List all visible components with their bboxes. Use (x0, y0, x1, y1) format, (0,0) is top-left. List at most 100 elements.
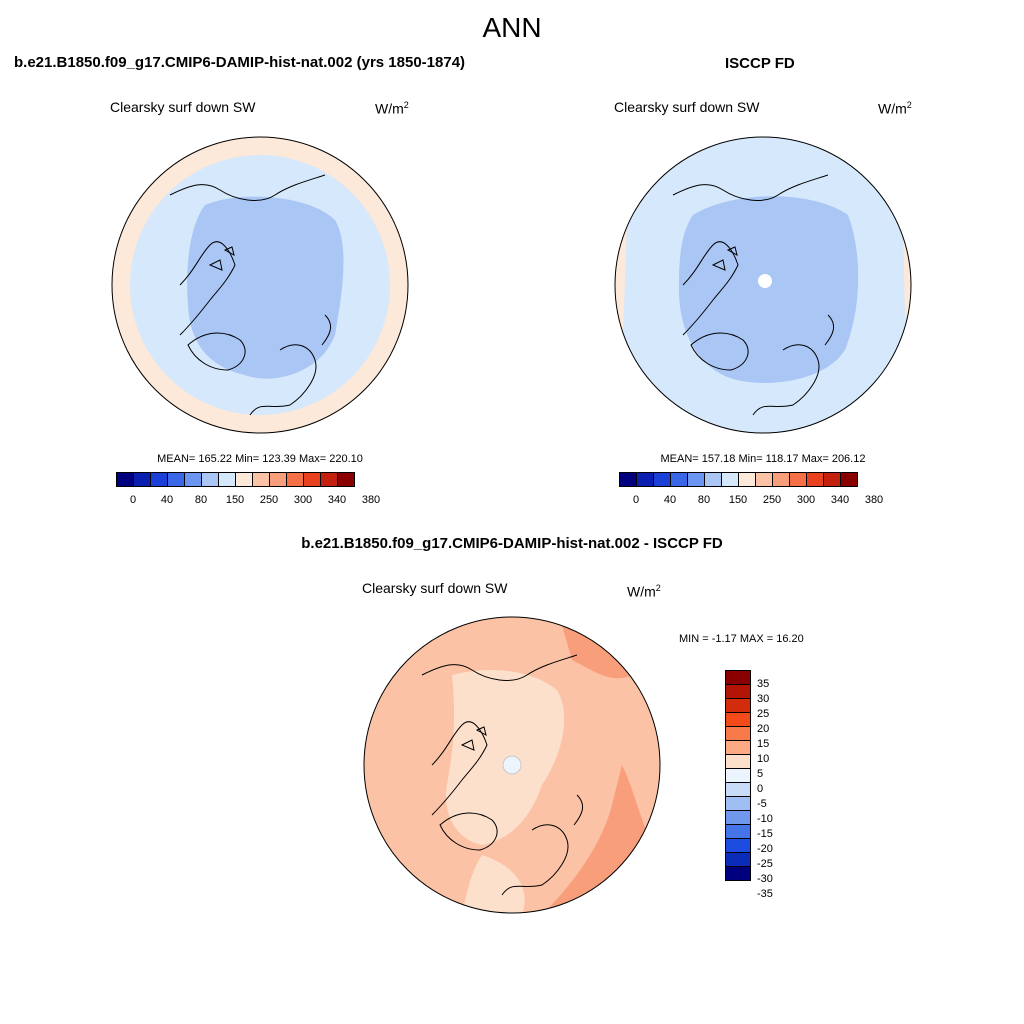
panel1-polar-map (111, 136, 409, 434)
colorbar-cell (653, 472, 671, 487)
colorbar-cell (725, 810, 751, 825)
colorbar-tick-label: 250 (762, 494, 782, 506)
colorbar-cell (725, 740, 751, 755)
diff-title: b.e21.B1850.f09_g17.CMIP6-DAMIP-hist-nat… (301, 535, 723, 552)
colorbar-tick-label: 80 (697, 494, 711, 506)
colorbar-cell (704, 472, 722, 487)
colorbar-tick-label: -5 (757, 798, 767, 810)
diff-coastlines (421, 654, 584, 896)
colorbar-tick-label: 20 (757, 723, 770, 735)
panel2-colorbar (619, 472, 858, 487)
colorbar-cell (687, 472, 705, 487)
colorbar-tick-label: -20 (757, 843, 773, 855)
colorbar-tick-label: 40 (663, 494, 677, 506)
colorbar-tick-label: -30 (757, 873, 773, 885)
colorbar-tick-label: 340 (830, 494, 850, 506)
panel1-lowvalue-region (187, 196, 344, 379)
panel2-polar-map (614, 136, 912, 434)
colorbar-cell (201, 472, 219, 487)
panel2-title: ISCCP FD (725, 55, 795, 72)
panel1-units: W/m2 (375, 100, 409, 117)
main-title: ANN (482, 12, 542, 43)
colorbar-cell (772, 472, 790, 487)
colorbar-cell (670, 472, 688, 487)
colorbar-cell (823, 472, 841, 487)
panel2-pole-hole (758, 274, 772, 288)
colorbar-cell (755, 472, 773, 487)
colorbar-tick-label: 150 (728, 494, 748, 506)
colorbar-tick-label: 0 (757, 783, 764, 795)
panel2-colorbar-labels: 0 40 80 150 250 300 340 380 (619, 494, 883, 508)
panel1-coastlines (169, 174, 332, 416)
colorbar-cell (320, 472, 338, 487)
diff-variable: Clearsky surf down SW (362, 580, 508, 596)
colorbar-tick-label: 80 (194, 494, 208, 506)
colorbar-cell (725, 852, 751, 867)
panel2-coastlines (672, 174, 835, 416)
diff-colorbar-labels: 35 30 25 20 15 10 5 0 -5 -10 -15 -20 -25 -30 -35 (757, 670, 797, 910)
panel2-lowvalue-region (678, 196, 859, 383)
colorbar-tick-label: -10 (757, 813, 773, 825)
colorbar-cell (725, 782, 751, 797)
colorbar-cell (150, 472, 168, 487)
panel1-stats: MEAN= 165.22 Min= 123.39 Max= 220.10 (157, 453, 363, 465)
panel1-colorbar-labels: 0 40 80 150 250 300 340 380 (116, 494, 380, 508)
colorbar-tick-label: 150 (225, 494, 245, 506)
colorbar-tick-label: 0 (129, 494, 137, 506)
colorbar-cell (337, 472, 355, 487)
diff-light-region-2 (462, 855, 525, 913)
colorbar-cell (218, 472, 236, 487)
colorbar-cell (725, 796, 751, 811)
colorbar-cell (725, 698, 751, 713)
diff-polar-map (363, 616, 661, 914)
panel2-units: W/m2 (878, 100, 912, 117)
colorbar-tick-label: -25 (757, 858, 773, 870)
colorbar-cell (133, 472, 151, 487)
colorbar-cell (725, 866, 751, 881)
colorbar-cell (725, 712, 751, 727)
colorbar-tick-label: 10 (757, 753, 770, 765)
diff-units: W/m2 (627, 583, 661, 600)
colorbar-cell (738, 472, 756, 487)
colorbar-tick-label: 0 (632, 494, 640, 506)
colorbar-cell (636, 472, 654, 487)
colorbar-tick-label: 340 (327, 494, 347, 506)
colorbar-cell (303, 472, 321, 487)
colorbar-cell (725, 670, 751, 685)
panel2-variable: Clearsky surf down SW (614, 99, 760, 115)
colorbar-tick-label: 380 (864, 494, 884, 506)
colorbar-cell (252, 472, 270, 487)
colorbar-tick-label: 35 (757, 678, 770, 690)
colorbar-cell (116, 472, 134, 487)
colorbar-cell (235, 472, 253, 487)
colorbar-cell (725, 838, 751, 853)
diff-light-region (446, 670, 565, 845)
colorbar-cell (269, 472, 287, 487)
colorbar-tick-label: 30 (757, 693, 770, 705)
colorbar-cell (619, 472, 637, 487)
colorbar-tick-label: 5 (757, 768, 764, 780)
colorbar-cell (789, 472, 807, 487)
colorbar-tick-label: 15 (757, 738, 770, 750)
colorbar-cell (725, 824, 751, 839)
diff-stats: MIN = -1.17 MAX = 16.20 (679, 633, 804, 645)
diff-colorbar (725, 670, 751, 881)
colorbar-tick-label: 300 (293, 494, 313, 506)
diff-dark-region-2 (562, 625, 632, 679)
colorbar-cell (725, 768, 751, 783)
colorbar-cell (725, 684, 751, 699)
colorbar-tick-label: 300 (796, 494, 816, 506)
colorbar-cell (721, 472, 739, 487)
colorbar-cell (840, 472, 858, 487)
colorbar-tick-label: -35 (757, 888, 773, 900)
colorbar-tick-label: 250 (259, 494, 279, 506)
colorbar-cell (725, 726, 751, 741)
colorbar-cell (184, 472, 202, 487)
colorbar-cell (806, 472, 824, 487)
colorbar-tick-label: 40 (160, 494, 174, 506)
colorbar-tick-label: -15 (757, 828, 773, 840)
colorbar-tick-label: 380 (361, 494, 381, 506)
panel1-colorbar (116, 472, 355, 487)
colorbar-cell (725, 754, 751, 769)
panel2-stats: MEAN= 157.18 Min= 118.17 Max= 206.12 (660, 453, 866, 465)
